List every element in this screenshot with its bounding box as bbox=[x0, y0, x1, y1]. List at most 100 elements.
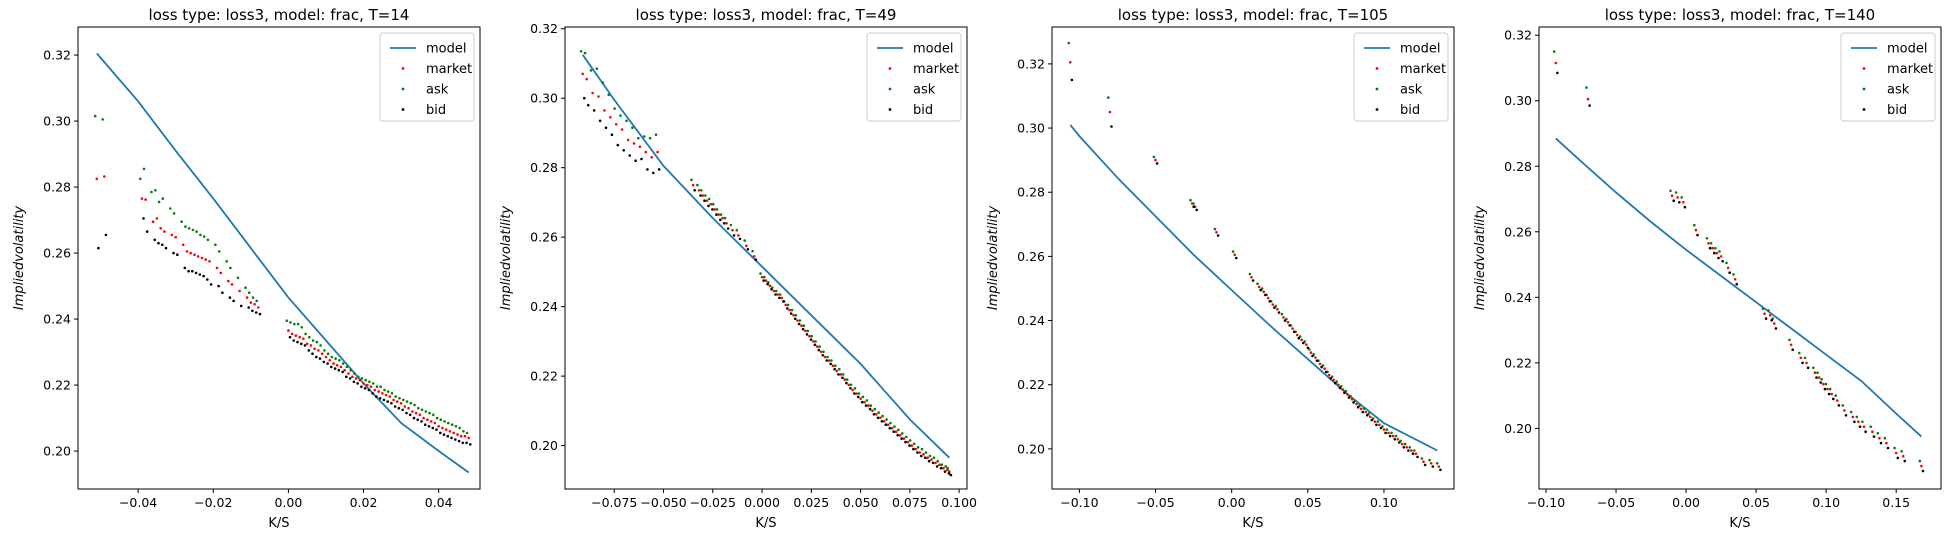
bid-point bbox=[157, 241, 160, 245]
bid-point bbox=[1407, 449, 1410, 452]
bid-point bbox=[1195, 208, 1198, 212]
ask-point bbox=[180, 220, 183, 223]
market-point bbox=[1323, 367, 1326, 371]
market-point bbox=[930, 458, 933, 461]
bid-point bbox=[1832, 397, 1835, 401]
ask-point bbox=[1767, 309, 1770, 312]
bid-point bbox=[333, 367, 337, 370]
ask-point bbox=[225, 260, 228, 263]
bid-point bbox=[416, 418, 420, 422]
bid-point bbox=[423, 423, 427, 427]
bid-point bbox=[1416, 455, 1419, 459]
market-point bbox=[721, 216, 724, 220]
ask-point bbox=[1674, 191, 1678, 194]
y-tick-label: 0.24 bbox=[43, 312, 71, 327]
bid-point bbox=[345, 375, 348, 379]
ask-point bbox=[1420, 457, 1424, 460]
ask-point bbox=[349, 368, 353, 372]
chart-panel-2: loss type: loss3, model: frac, T=49 −0.07… bbox=[499, 6, 977, 531]
legend-box bbox=[866, 32, 962, 122]
bid-point bbox=[1764, 317, 1768, 320]
ask-point bbox=[364, 378, 368, 382]
ask-point bbox=[1803, 356, 1807, 360]
bid-point bbox=[770, 288, 773, 291]
market-point bbox=[788, 308, 791, 312]
bid-point bbox=[707, 204, 710, 208]
y-tick-label: 0.24 bbox=[530, 299, 558, 314]
bid-point bbox=[628, 154, 631, 157]
bid-point bbox=[829, 362, 832, 366]
bid-point bbox=[183, 266, 187, 270]
ask-point bbox=[1876, 432, 1880, 435]
market-point bbox=[626, 138, 630, 142]
ask-point bbox=[810, 334, 813, 338]
market-point bbox=[737, 234, 740, 237]
bid-point bbox=[1268, 300, 1272, 303]
bid-point bbox=[1411, 452, 1415, 456]
bid-point bbox=[719, 218, 722, 222]
market-point bbox=[1314, 356, 1317, 359]
ask-point bbox=[893, 425, 896, 428]
y-tick-label: 0.32 bbox=[530, 21, 558, 36]
market-point bbox=[910, 444, 914, 447]
market-point bbox=[898, 433, 902, 437]
ask-point bbox=[1714, 246, 1717, 250]
bid-point bbox=[1338, 386, 1342, 390]
bid-point bbox=[1297, 336, 1301, 340]
bid-point bbox=[1384, 431, 1387, 435]
bid-point bbox=[793, 317, 797, 321]
ask-point bbox=[1435, 462, 1439, 465]
bid-point bbox=[583, 96, 586, 100]
market-point bbox=[1586, 97, 1590, 101]
market-point bbox=[823, 355, 827, 359]
legend-bid-swatch bbox=[1862, 108, 1866, 111]
bid-point bbox=[104, 233, 108, 237]
market-point bbox=[1711, 246, 1714, 250]
market-point bbox=[1250, 276, 1253, 279]
bid-point bbox=[176, 253, 179, 256]
y-tick-label: 0.20 bbox=[1504, 421, 1532, 436]
bid-point bbox=[1728, 271, 1731, 275]
bid-point bbox=[1879, 441, 1883, 445]
ask-point bbox=[625, 119, 628, 123]
bid-point bbox=[427, 425, 431, 428]
market-point bbox=[448, 430, 452, 433]
bid-point bbox=[1334, 381, 1337, 385]
market-point bbox=[650, 156, 653, 159]
bid-point bbox=[1288, 324, 1291, 327]
x-tick-label: −0.05 bbox=[1136, 495, 1174, 510]
market-point bbox=[1799, 356, 1803, 360]
ask-point bbox=[928, 454, 932, 458]
bid-point bbox=[833, 367, 836, 371]
market-point bbox=[1894, 451, 1898, 455]
ask-point bbox=[247, 291, 251, 295]
bid-point bbox=[378, 397, 382, 400]
ask-point bbox=[1403, 442, 1407, 446]
bid-point bbox=[450, 436, 453, 440]
bid-point bbox=[715, 213, 718, 216]
bid-point bbox=[732, 234, 736, 237]
bid-point bbox=[592, 109, 596, 112]
ask-point bbox=[908, 439, 912, 442]
market-point bbox=[467, 436, 471, 440]
bid-point bbox=[853, 392, 856, 395]
market-point bbox=[1885, 441, 1888, 445]
market-point bbox=[1768, 314, 1772, 317]
bid-point bbox=[1721, 260, 1724, 263]
market-point bbox=[377, 390, 380, 393]
market-point bbox=[253, 302, 256, 306]
market-point bbox=[1387, 431, 1390, 435]
bid-point bbox=[145, 230, 149, 233]
bid-point bbox=[1361, 410, 1364, 414]
market-point bbox=[792, 314, 795, 317]
legend-market-swatch bbox=[1375, 67, 1379, 70]
bid-point bbox=[187, 269, 190, 273]
bid-point bbox=[393, 405, 397, 408]
bid-point bbox=[1302, 341, 1305, 345]
bid-point bbox=[1315, 359, 1319, 363]
ask-point bbox=[1841, 404, 1845, 407]
market-point bbox=[358, 378, 362, 382]
market-point bbox=[174, 235, 177, 239]
bid-point bbox=[1672, 199, 1675, 202]
